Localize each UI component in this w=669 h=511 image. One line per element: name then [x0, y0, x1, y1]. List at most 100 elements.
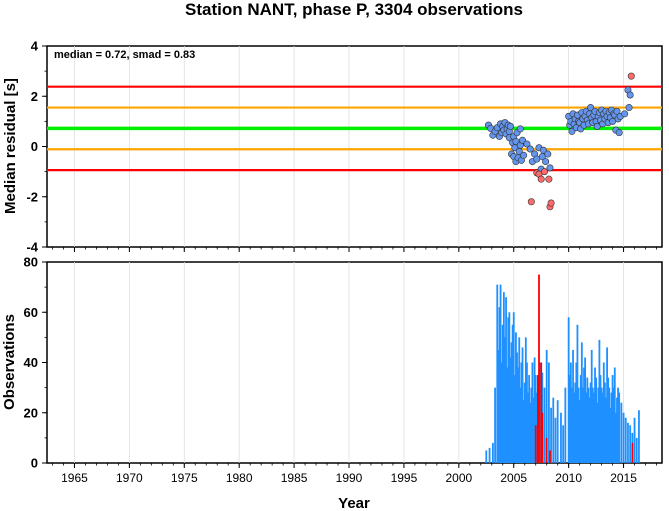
outlier-observation-bar	[631, 442, 634, 463]
observation-bar	[608, 387, 611, 463]
observation-bar	[590, 349, 593, 463]
residual-panel: -4 -2 0 2 4 median = 0.72, smad = 0.83 Media…	[2, 39, 663, 255]
observation-bar	[595, 377, 598, 463]
observation-bar	[583, 367, 585, 463]
observation-bar	[529, 402, 532, 463]
observation-bar	[612, 387, 615, 463]
observation-bar	[500, 362, 503, 463]
observation-bar	[571, 387, 573, 463]
year-tick-label: 2005	[500, 471, 527, 485]
observation-bar	[511, 324, 514, 463]
observation-bar	[519, 387, 522, 463]
residual-point	[544, 150, 552, 158]
observation-bar	[527, 392, 529, 463]
observation-bar	[603, 382, 606, 463]
observations-y-axis-label: Observations	[1, 314, 18, 410]
observation-bar	[494, 387, 496, 463]
observation-bar	[512, 312, 515, 463]
observation-bar	[564, 387, 567, 463]
residual-y-tick-label: 0	[31, 139, 38, 154]
outlier-observation-bar	[537, 375, 539, 463]
observations-y-tick-label: 80	[24, 255, 38, 270]
observation-bar	[624, 417, 627, 463]
outlier-residual-point	[547, 199, 555, 207]
chart-title: Station NANT, phase P, 3304 observations	[185, 0, 523, 19]
observations-plot-frame	[46, 261, 663, 464]
residual-point	[526, 145, 534, 153]
observation-bar	[550, 407, 552, 463]
observation-bar	[584, 357, 587, 463]
observation-bar	[526, 362, 528, 463]
observation-bar	[610, 392, 613, 463]
outlier-residual-point	[540, 168, 548, 176]
observation-bar	[560, 412, 562, 463]
observation-bar	[611, 375, 614, 463]
observation-bar	[585, 392, 588, 463]
year-tick-label: 1975	[171, 471, 198, 485]
observation-bar	[617, 387, 619, 463]
observation-bar	[532, 397, 535, 463]
observation-bar	[530, 387, 533, 463]
observation-bar	[567, 317, 570, 463]
observation-bar	[568, 375, 571, 463]
residual-y-tick-label: -2	[26, 189, 38, 204]
observations-y-tick-label: 40	[24, 355, 38, 370]
residual-x-tickmarks	[52, 247, 657, 252]
observation-bar	[609, 407, 612, 463]
residual-point	[621, 110, 629, 118]
year-tick-label: 1970	[116, 471, 143, 485]
observation-bar	[600, 387, 603, 463]
observation-bar	[515, 332, 517, 463]
reference-lines	[47, 85, 662, 172]
residual-point	[523, 140, 531, 148]
observation-bar	[589, 382, 592, 463]
observations-y-tick-label: 20	[24, 405, 38, 420]
residual-point	[506, 122, 514, 130]
residual-y-tick-label: 4	[31, 39, 39, 54]
observation-bar	[579, 375, 582, 463]
observation-bar	[627, 422, 629, 463]
observation-bar	[572, 349, 574, 463]
observation-bar	[620, 402, 623, 463]
residual-point	[625, 104, 633, 112]
observation-bar	[614, 412, 617, 463]
observation-bar	[516, 352, 518, 463]
observation-bar	[576, 324, 579, 463]
observation-bar	[613, 367, 616, 463]
residual-y-tick-label: -4	[26, 240, 38, 255]
residual-point	[512, 137, 520, 145]
observation-bar	[618, 392, 621, 463]
observation-bar	[533, 357, 536, 463]
observation-bar	[598, 339, 601, 463]
observation-bar	[517, 367, 520, 463]
observation-bar	[606, 347, 608, 463]
observation-bar	[528, 375, 531, 463]
outlier-residual-point	[545, 175, 553, 183]
observation-bar	[635, 437, 638, 463]
observations-y-tick-label: 0	[31, 456, 38, 471]
residual-plot-frame	[46, 45, 663, 248]
observation-bars	[485, 274, 640, 463]
observation-bar	[510, 342, 513, 463]
observation-bar	[505, 297, 507, 463]
observation-bar	[577, 387, 580, 463]
observation-bar	[633, 417, 636, 463]
residual-point	[626, 91, 634, 99]
observation-bar	[575, 362, 578, 463]
year-tick-label: 2015	[610, 471, 637, 485]
outlier-observation-bar	[549, 450, 551, 463]
outlier-observation-bar	[541, 412, 544, 463]
outlier-residual-point	[627, 72, 635, 80]
year-tick-label: 1990	[336, 471, 363, 485]
year-tick-label: 1965	[61, 471, 88, 485]
residual-point	[542, 158, 550, 166]
observation-bar	[507, 317, 510, 463]
observation-bar	[629, 425, 632, 463]
observation-bar	[552, 397, 555, 463]
observation-bar	[638, 410, 640, 463]
outlier-observation-bar	[534, 425, 537, 463]
observation-bar	[597, 387, 600, 463]
observations-y-tick-label: 60	[24, 305, 38, 320]
observation-bar	[524, 337, 527, 463]
residual-y-ticks: -4 -2 0 2 4	[26, 39, 47, 255]
